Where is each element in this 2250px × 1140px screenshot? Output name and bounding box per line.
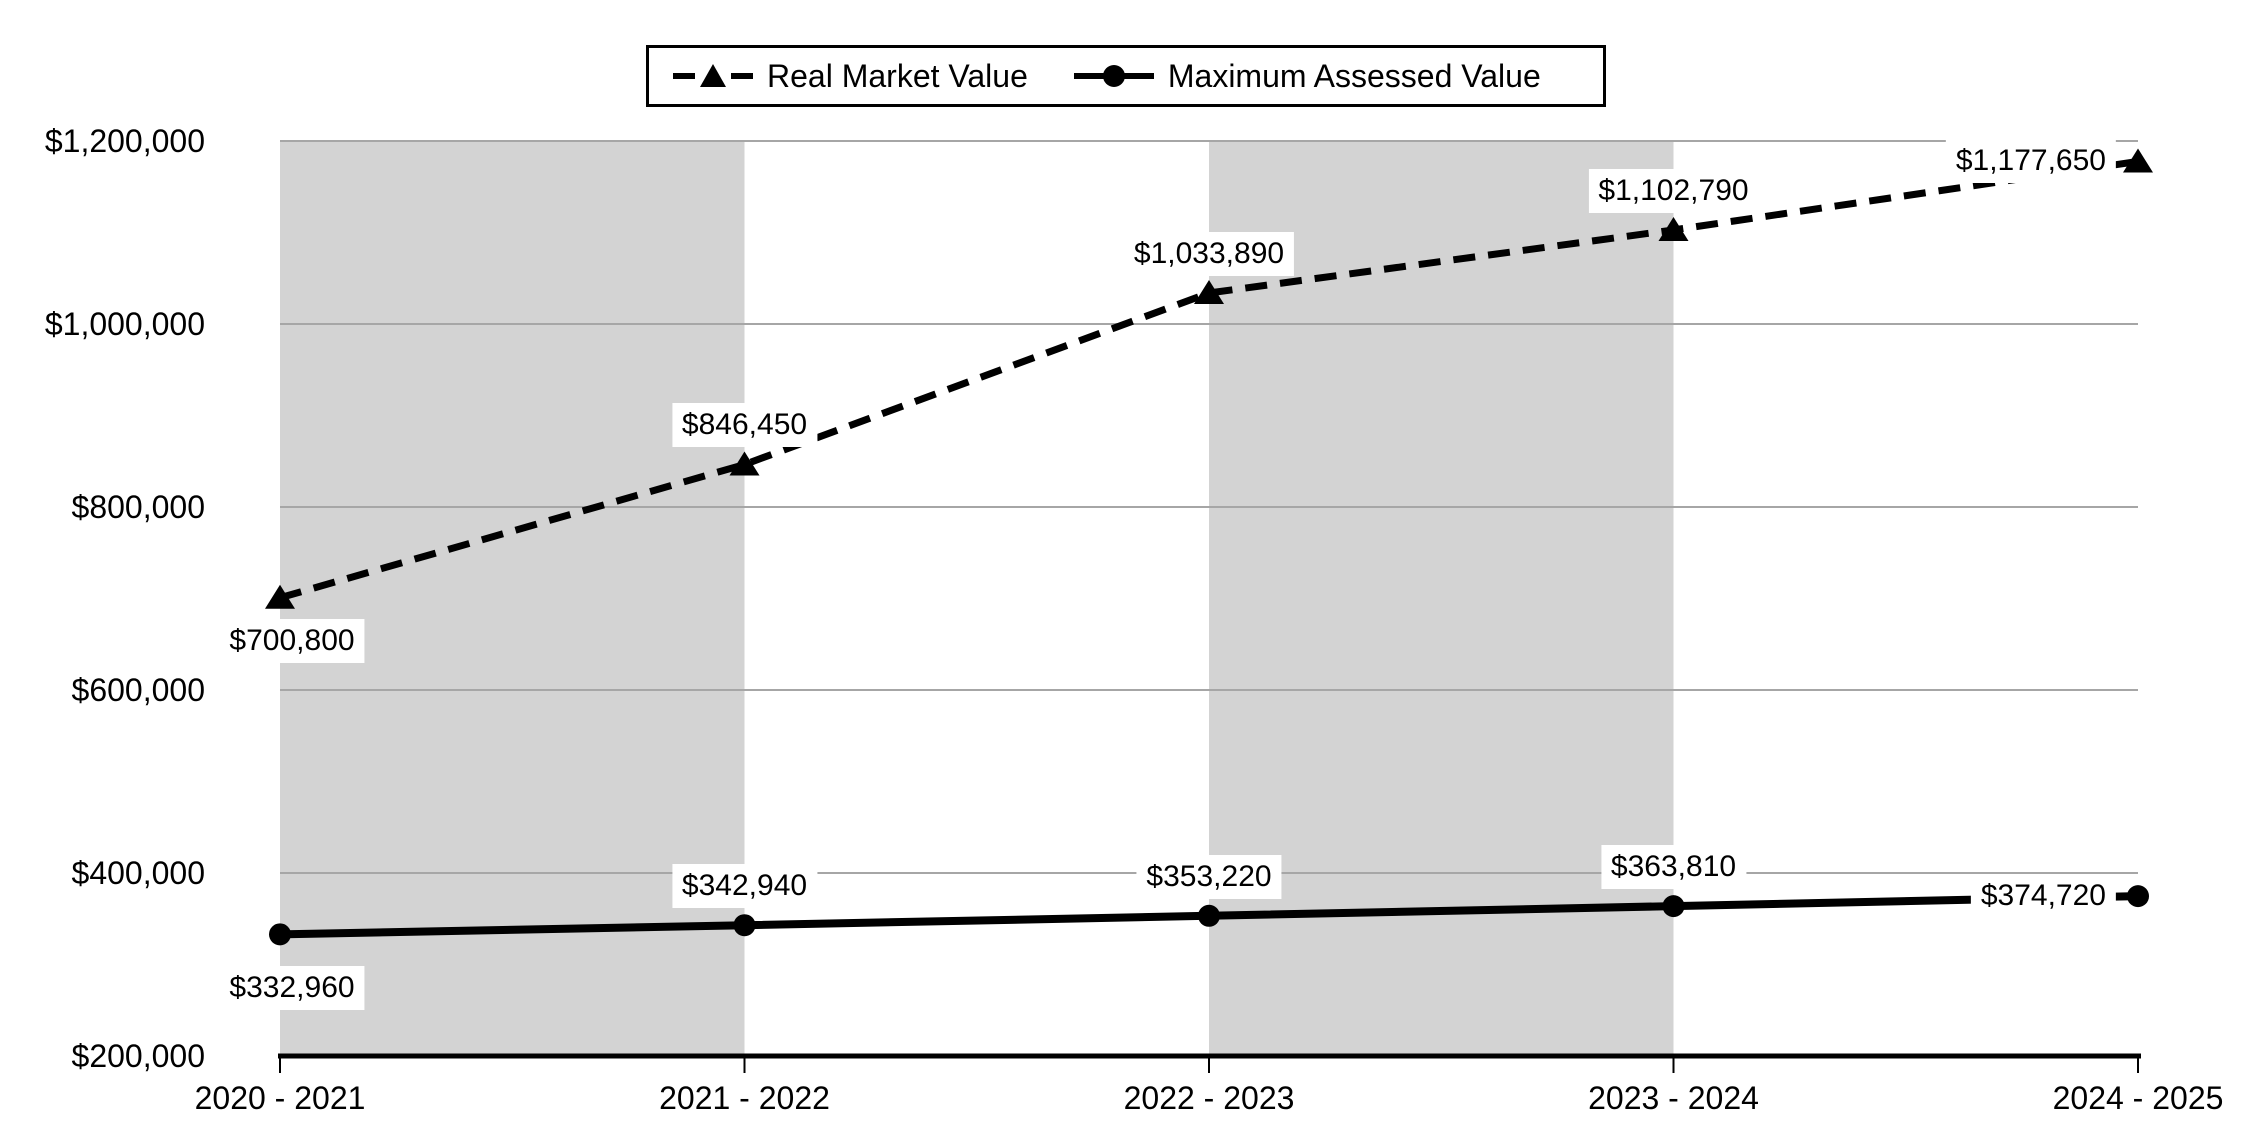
circle-marker — [2127, 885, 2149, 908]
circle-marker — [269, 923, 291, 946]
legend-label: Maximum Assessed Value — [1167, 57, 1541, 94]
dashed-line-triangle-icon — [673, 64, 753, 87]
legend: Real Market Value Maximum Assessed Value — [646, 45, 1606, 107]
circle-marker — [1662, 895, 1685, 918]
triangle-marker — [729, 451, 760, 476]
series-line-dashed — [279, 157, 2139, 602]
triangle-marker — [265, 584, 295, 609]
circle-marker — [733, 914, 756, 937]
legend-item-maximum-assessed-value: Maximum Assessed Value — [1073, 57, 1541, 95]
plot-band — [280, 141, 745, 1056]
triangle-marker — [1658, 216, 1689, 241]
solid-line-circle-icon — [1073, 65, 1154, 87]
legend-label: Real Market Value — [767, 57, 1028, 94]
triangle-marker — [2123, 148, 2153, 173]
circle-marker — [1198, 904, 1220, 927]
legend-item-real-market-value: Real Market Value — [673, 58, 1028, 95]
triangle-marker — [1194, 279, 1224, 304]
plot-band — [1209, 141, 1674, 1056]
